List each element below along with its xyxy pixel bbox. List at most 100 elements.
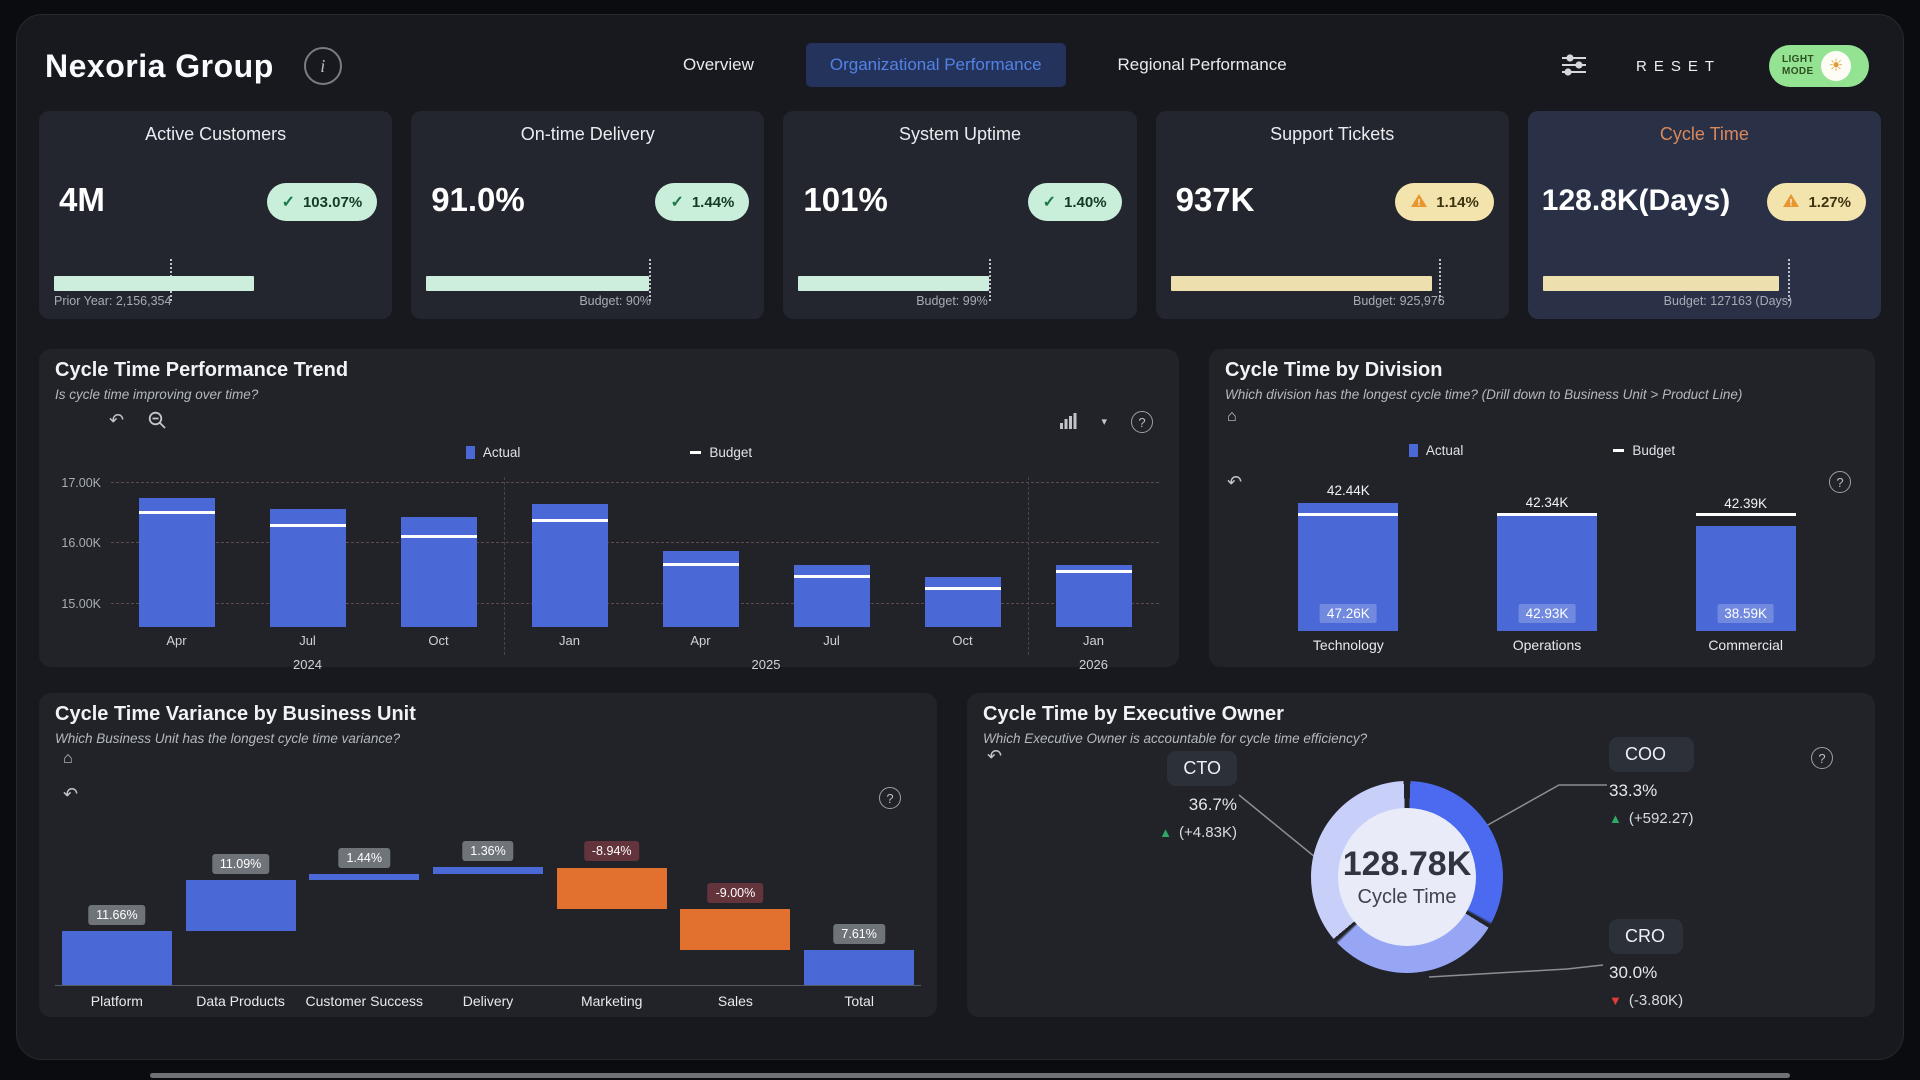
undo-icon[interactable]: ↶: [987, 746, 1003, 766]
legend-swatch-budget: [690, 451, 702, 454]
waterfall-bar-data-products[interactable]: [185, 880, 296, 932]
legend-label: Budget: [709, 445, 753, 460]
waterfall-bar-total[interactable]: [804, 950, 915, 985]
dashboard-container: Nexoria Group i Overview Organizational P…: [16, 14, 1904, 1060]
light-mode-toggle[interactable]: LIGHT MODE ☀: [1769, 45, 1869, 87]
kpi-title: System Uptime: [898, 124, 1021, 144]
actual-bar-jan[interactable]: [1055, 565, 1132, 627]
division-bar-technology[interactable]: 47.26K: [1298, 503, 1399, 631]
kpi-card-cycle-time[interactable]: Cycle Time 128.8K(Days)! 1.27% Budget: 1271…: [1527, 111, 1881, 319]
kpi-value: 4M: [59, 181, 105, 218]
reset-button[interactable]: RESET: [1635, 57, 1721, 75]
division-slot-operations: 42.93K 42.34K Operations: [1497, 473, 1597, 653]
home-icon[interactable]: ⌂: [63, 750, 73, 767]
kpi-status-badge: ✓ 1.44%: [655, 183, 750, 221]
category-label: Customer Success: [305, 993, 424, 1009]
owner-delta-value: (+592.27): [1628, 810, 1694, 827]
nav-tabs: Overview Organizational Performance Region…: [677, 41, 1293, 89]
gridline: 16.00K: [61, 536, 1159, 550]
actual-bar-jul[interactable]: [269, 509, 346, 627]
waterfall-bar-delivery[interactable]: [433, 867, 543, 874]
kpi-value: 937K: [1175, 181, 1255, 218]
donut-chart[interactable]: 128.78K Cycle Time: [1311, 781, 1503, 973]
budget-line: [138, 510, 215, 514]
undo-icon[interactable]: ↶: [109, 410, 125, 430]
x-axis-label: Jan: [559, 633, 580, 648]
check-icon: ✓: [1042, 194, 1057, 211]
budget-line: [1497, 513, 1597, 517]
actual-value-label: 42.93K: [1518, 604, 1576, 623]
panel-title: Cycle Time by Executive Owner: [983, 703, 1284, 725]
budget-line: [1695, 513, 1796, 517]
owner-badge-cto[interactable]: CTO: [1167, 751, 1237, 786]
legend-item-actual[interactable]: Actual: [465, 445, 521, 460]
gridline: 17.00K: [61, 476, 1159, 490]
kpi-card-on-time-delivery[interactable]: On-time Delivery 91.0% ✓ 1.44% Budget: 90%: [411, 111, 765, 319]
owner-badge-coo[interactable]: COO: [1609, 737, 1694, 772]
tab-regional-performance[interactable]: Regional Performance: [1117, 55, 1287, 74]
budget-line: [1055, 569, 1132, 573]
actual-bar-oct[interactable]: [400, 516, 477, 627]
waterfall-bar-platform[interactable]: [61, 931, 172, 985]
kpi-value: 128.8K(Days): [1541, 184, 1731, 217]
budget-value-label: 42.44K: [1326, 483, 1370, 498]
division-chart: 47.26K 42.44K Technology 42.93K 42.34K Operat…: [1249, 473, 1845, 653]
kpi-footer-text: Budget: 90%: [579, 294, 651, 308]
bottom-strip: [150, 1073, 1790, 1078]
home-icon[interactable]: ⌂: [1227, 408, 1237, 425]
help-icon[interactable]: ?: [1829, 471, 1851, 493]
category-label: Commercial: [1708, 637, 1783, 653]
legend-item-actual[interactable]: Actual: [1408, 443, 1463, 458]
waterfall-bar-marketing[interactable]: [556, 867, 667, 909]
undo-icon[interactable]: ↶: [63, 784, 79, 804]
legend-label: Budget: [1632, 443, 1676, 458]
progress-bar: [798, 276, 990, 291]
waterfall-bar-sales[interactable]: [680, 908, 791, 950]
legend-label: Actual: [482, 445, 521, 460]
division-bar-operations[interactable]: 42.93K: [1497, 514, 1597, 631]
sun-icon: ☀: [1821, 51, 1851, 81]
legend-item-budget[interactable]: Budget: [1613, 443, 1675, 458]
kpi-card-support-tickets[interactable]: Support Tickets 937K! 1.14% Budget: 925,976: [1155, 111, 1509, 319]
kpi-title: Cycle Time: [1659, 124, 1749, 144]
year-label-2025: 2025: [751, 657, 781, 672]
owner-percent: 30.0%: [1609, 963, 1658, 982]
kpi-card-system-uptime[interactable]: System Uptime 101% ✓ 1.40% Budget: 99%: [783, 111, 1137, 319]
owner-delta: ▲ (+4.83K): [1159, 824, 1237, 841]
panel-subtitle: Which Business Unit has the longest cycl…: [55, 731, 401, 746]
progress-bar: [1170, 276, 1433, 291]
help-icon[interactable]: ?: [1811, 747, 1833, 769]
actual-value-label: 38.59K: [1717, 604, 1775, 623]
filter-sliders-icon[interactable]: [1560, 53, 1588, 80]
category-label: Data Products: [196, 993, 285, 1009]
kpi-status-badge: ! 1.27%: [1767, 183, 1866, 221]
waterfall-bar-customer-success[interactable]: [309, 873, 420, 881]
y-axis-tick-label: 15.00K: [61, 596, 101, 611]
kpi-card-active-customers[interactable]: Active Customers 4M ✓ 103.07% Prior Year: 2,…: [39, 111, 393, 319]
help-icon[interactable]: ?: [1131, 411, 1153, 433]
help-icon[interactable]: ?: [879, 787, 901, 809]
actual-bar-jan[interactable]: [531, 504, 608, 627]
actual-bar-jul[interactable]: [793, 565, 870, 627]
actual-bar-oct[interactable]: [924, 576, 1001, 627]
actual-bar-apr[interactable]: [662, 550, 739, 627]
division-slot-commercial: 38.59K 42.39K Commercial: [1695, 473, 1796, 653]
actual-bar-apr[interactable]: [138, 497, 215, 627]
tab-overview[interactable]: Overview: [683, 55, 754, 74]
tab-organizational-performance[interactable]: Organizational Performance: [805, 43, 1066, 87]
legend-item-budget[interactable]: Budget: [690, 445, 752, 460]
target-line: [649, 259, 652, 301]
dropdown-caret-icon[interactable]: ▾: [1101, 415, 1107, 428]
division-bar-commercial[interactable]: 38.59K: [1695, 526, 1796, 631]
bar-chart-icon[interactable]: [1060, 412, 1077, 432]
legend-swatch-actual: [1408, 444, 1418, 457]
callout-cro: CRO 30.0% ▼ (-3.80K): [1609, 919, 1684, 1009]
target-line: [989, 259, 992, 301]
kpi-badge-value: 1.14%: [1436, 193, 1479, 211]
x-axis-label: Jul: [299, 633, 316, 648]
undo-icon[interactable]: ↶: [1227, 472, 1243, 492]
owner-badge-cro[interactable]: CRO: [1609, 919, 1684, 954]
info-icon[interactable]: i: [303, 47, 342, 85]
zoom-out-icon[interactable]: [148, 411, 166, 432]
